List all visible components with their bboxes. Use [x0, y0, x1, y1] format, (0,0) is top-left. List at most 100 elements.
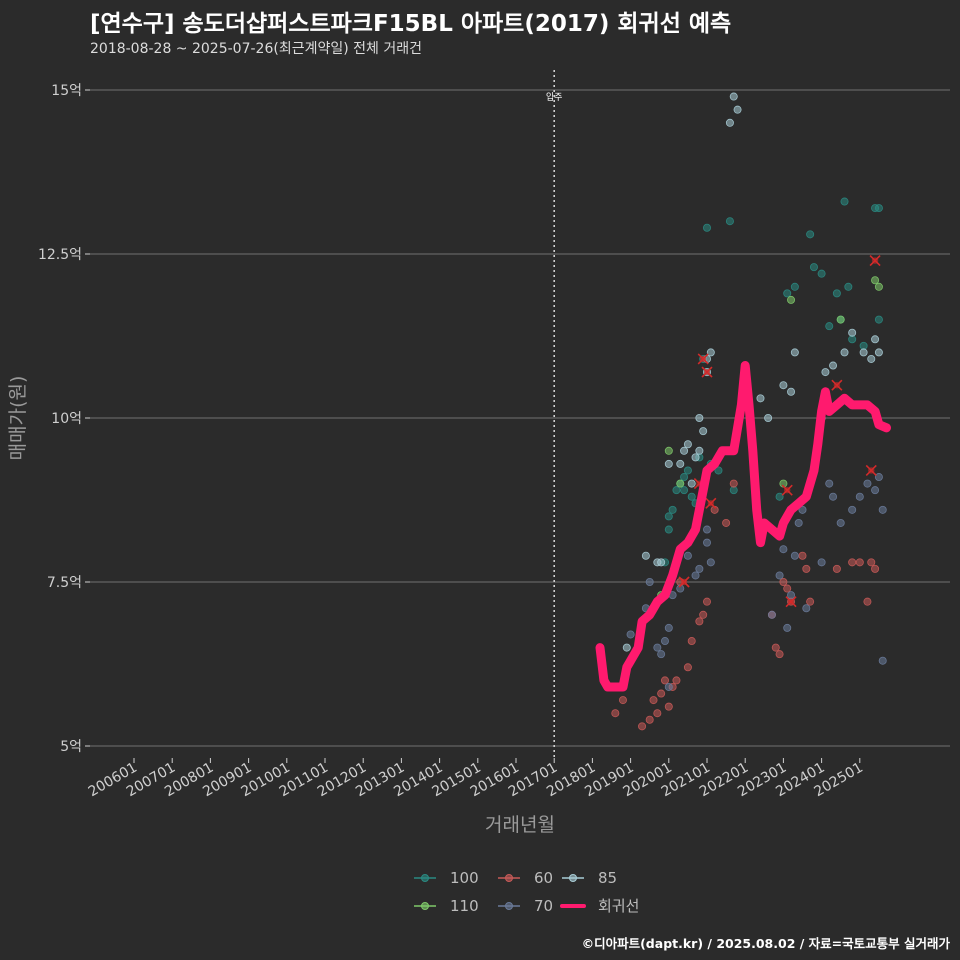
data-point-70 [657, 650, 666, 659]
data-point-85 [787, 387, 796, 396]
data-point-70 [703, 525, 712, 534]
data-point-70 [783, 623, 792, 632]
data-point-70 [626, 630, 635, 639]
data-point-100 [817, 269, 826, 278]
data-point-70 [653, 643, 662, 652]
legend-label: 100 [450, 869, 479, 887]
y-axis-ticks: 5억 7.5억 10억 12.5억 15억 [38, 83, 90, 755]
data-point-85 [622, 643, 631, 652]
data-point-60 [832, 564, 841, 573]
data-point-70 [664, 623, 673, 632]
data-point-110 [836, 315, 845, 324]
data-point-70 [871, 486, 880, 495]
data-point-60 [638, 722, 647, 731]
data-point-110 [871, 276, 880, 285]
legend-label: 회귀선 [598, 897, 639, 915]
credit-footer: ©디아파트(dapt.kr) / 2025.08.02 / 자료=국토교통부 실… [581, 936, 950, 951]
data-point-70 [863, 479, 872, 488]
chart-title: [연수구] 송도더샵퍼스트파크F15BL 아파트(2017) 회귀선 예측 [90, 11, 732, 37]
data-point-70 [664, 682, 673, 691]
data-point-100 [783, 289, 792, 298]
data-point-100 [729, 486, 738, 495]
data-point-60 [695, 617, 704, 626]
data-point-110 [874, 282, 883, 291]
data-point-85 [664, 459, 673, 468]
data-point-60 [855, 558, 864, 567]
data-point-70 [691, 571, 700, 580]
data-point-100 [668, 505, 677, 514]
data-point-100 [725, 217, 734, 226]
data-point-85 [848, 328, 857, 337]
legend-item-85: 85 [562, 869, 617, 887]
data-point-60 [699, 610, 708, 619]
data-point-70 [855, 492, 864, 501]
highlight-point [699, 355, 707, 363]
highlight-markers [678, 254, 881, 608]
legend-label: 110 [450, 897, 479, 915]
data-point-100 [664, 512, 673, 521]
data-point-60 [867, 558, 876, 567]
data-point-100 [848, 335, 857, 344]
legend-dot [505, 902, 513, 910]
data-point-70 [836, 518, 845, 527]
data-point-85 [733, 105, 742, 114]
data-point-100 [687, 492, 696, 501]
legend-label: 70 [534, 897, 553, 915]
data-point-60 [775, 650, 784, 659]
data-point-60 [664, 702, 673, 711]
data-point-60 [863, 597, 872, 606]
data-point-60 [729, 479, 738, 488]
highlight-point [787, 598, 795, 605]
y-tick-label: 15억 [51, 83, 82, 99]
data-point-100 [672, 486, 681, 495]
data-point-70 [817, 558, 826, 567]
data-point-70 [703, 538, 712, 547]
data-point-85 [691, 453, 700, 462]
data-point-100 [832, 289, 841, 298]
data-point-85 [699, 427, 708, 436]
data-point-100 [790, 282, 799, 291]
data-point-85 [687, 479, 696, 488]
data-point-100 [714, 466, 723, 475]
data-point-70 [683, 551, 692, 560]
data-point-100 [874, 204, 883, 213]
x-axis-ticks: 2006012007012008012009012010012011012012… [86, 758, 866, 800]
data-point-110 [787, 295, 796, 304]
data-point-60 [703, 597, 712, 606]
data-point-70 [790, 551, 799, 560]
data-point-60 [618, 696, 627, 705]
data-point-60 [871, 564, 880, 573]
data-point-70 [695, 564, 704, 573]
data-point-70 [779, 545, 788, 554]
data-point-70 [798, 505, 807, 514]
y-tick-label: 10억 [51, 411, 82, 427]
data-point-70 [775, 571, 784, 580]
x-axis-title: 거래년월 [485, 814, 555, 836]
move-in-label: 입주 [546, 91, 563, 103]
data-point-60 [722, 518, 731, 527]
data-point-85 [871, 335, 880, 344]
data-point-100 [844, 282, 853, 291]
data-point-85 [829, 361, 838, 370]
legend-dot [569, 874, 577, 882]
data-point-85 [680, 446, 689, 455]
data-point-85 [790, 348, 799, 357]
data-point-85 [683, 440, 692, 449]
data-point-100 [809, 263, 818, 272]
regression-line [595, 361, 891, 692]
data-point-85 [874, 348, 883, 357]
legend-label: 60 [534, 869, 553, 887]
legend-dot [505, 874, 513, 882]
data-point-60 [848, 558, 857, 567]
legend-dot [421, 874, 429, 882]
legend-dot [421, 902, 429, 910]
data-point-70 [706, 558, 715, 567]
highlight-point [868, 467, 875, 474]
data-point-85 [706, 348, 715, 357]
data-point-70 [848, 505, 857, 514]
data-point-70 [878, 505, 887, 514]
data-point-100 [680, 473, 689, 482]
data-point-60 [611, 709, 620, 718]
data-point-100 [680, 486, 689, 495]
